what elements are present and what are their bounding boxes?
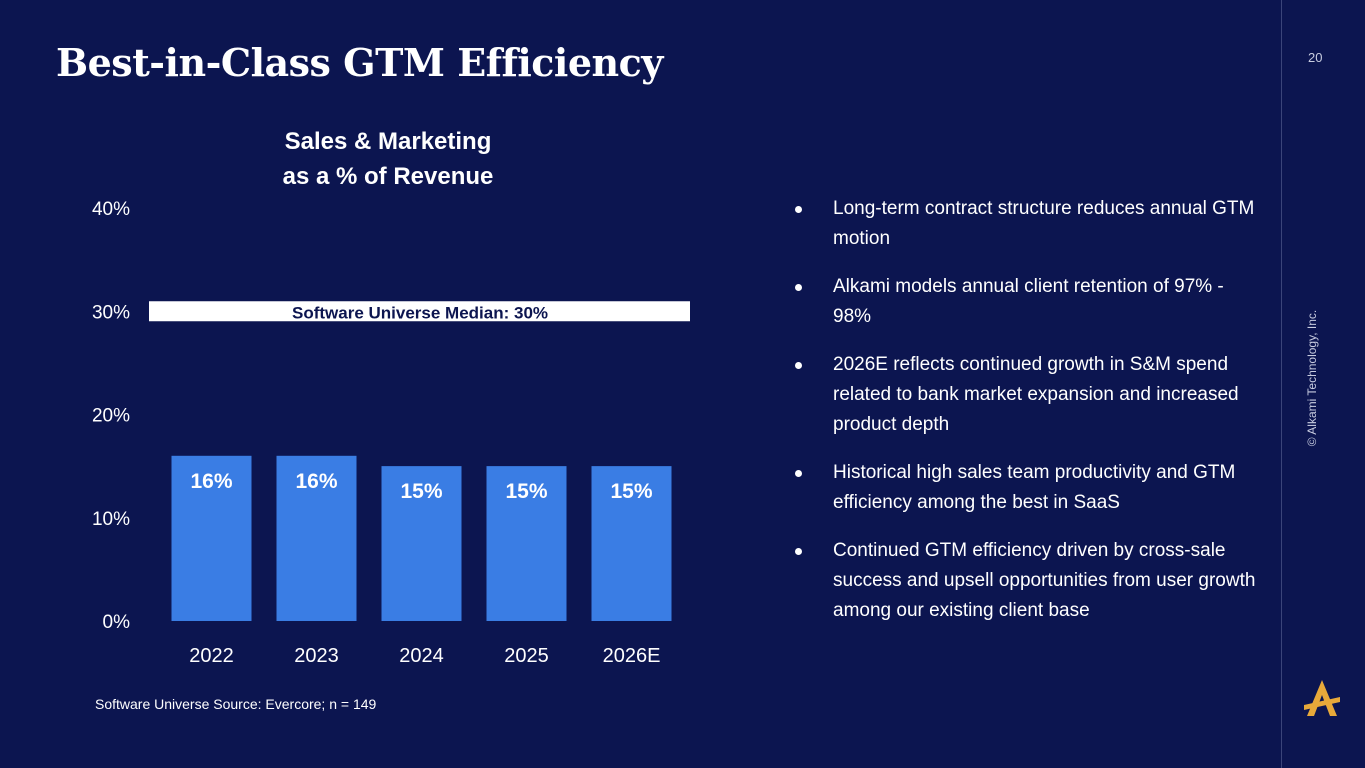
x-tick-label: 2022 bbox=[189, 645, 234, 667]
bullet-item: Long-term contract structure reduces ann… bbox=[792, 194, 1262, 254]
source-note: Software Universe Source: Evercore; n = … bbox=[95, 696, 377, 712]
bullet-text: Historical high sales team productivity … bbox=[833, 462, 1236, 513]
y-tick-label: 20% bbox=[92, 406, 130, 427]
bullet-list: Long-term contract structure reduces ann… bbox=[792, 194, 1262, 644]
vertical-divider bbox=[1281, 0, 1282, 768]
alkami-logo-icon bbox=[1304, 680, 1340, 716]
bullet-text: 2026E reflects continued growth in S&M s… bbox=[833, 354, 1239, 435]
chart-title: Sales & Marketing as a % of Revenue bbox=[238, 124, 538, 194]
bullet-item: Continued GTM efficiency driven by cross… bbox=[792, 536, 1262, 626]
bullet-text: Alkami models annual client retention of… bbox=[833, 276, 1224, 327]
x-tick-label: 2026E bbox=[603, 645, 661, 667]
bar-value-label: 15% bbox=[400, 480, 442, 503]
bullet-icon bbox=[795, 284, 802, 291]
page-number: 20 bbox=[1308, 50, 1323, 65]
copyright-text: © Alkami Technology, Inc. bbox=[1305, 309, 1319, 447]
bar-value-label: 16% bbox=[295, 470, 337, 493]
y-tick-label: 10% bbox=[92, 509, 130, 530]
bullet-item: Alkami models annual client retention of… bbox=[792, 272, 1262, 332]
chart-title-line-2: as a % of Revenue bbox=[282, 163, 494, 190]
bullet-text: Long-term contract structure reduces ann… bbox=[833, 198, 1255, 249]
slide-title: Best-in-Class GTM Efficiency bbox=[56, 40, 663, 85]
bar-value-label: 15% bbox=[610, 480, 652, 503]
chart-title-line-1: Sales & Marketing bbox=[284, 128, 492, 155]
bar bbox=[486, 466, 567, 621]
x-tick-label: 2025 bbox=[504, 645, 549, 667]
bullet-icon bbox=[795, 206, 802, 213]
bullet-icon bbox=[795, 470, 802, 477]
bar-value-label: 15% bbox=[505, 480, 547, 503]
median-reference-label: Software Universe Median: 30% bbox=[292, 303, 548, 322]
x-tick-label: 2024 bbox=[399, 645, 444, 667]
bullet-item: Historical high sales team productivity … bbox=[792, 458, 1262, 518]
bar-value-label: 16% bbox=[190, 470, 232, 493]
bullet-text: Continued GTM efficiency driven by cross… bbox=[833, 540, 1256, 621]
bullet-item: 2026E reflects continued growth in S&M s… bbox=[792, 350, 1262, 440]
y-tick-label: 0% bbox=[103, 612, 131, 633]
x-tick-label: 2023 bbox=[294, 645, 339, 667]
y-tick-label: 40% bbox=[92, 199, 130, 220]
bar bbox=[171, 455, 252, 621]
bar bbox=[381, 466, 462, 621]
bar-chart: 0% 10% 20% 30% 40% 16% 2022 16% 2023 15% 2024 15% 20… bbox=[92, 199, 690, 667]
bullet-icon bbox=[795, 362, 802, 369]
bullet-icon bbox=[795, 548, 802, 555]
median-reference-band bbox=[149, 301, 690, 322]
bar bbox=[591, 466, 672, 621]
bar bbox=[276, 455, 357, 621]
y-tick-label: 30% bbox=[92, 302, 130, 323]
